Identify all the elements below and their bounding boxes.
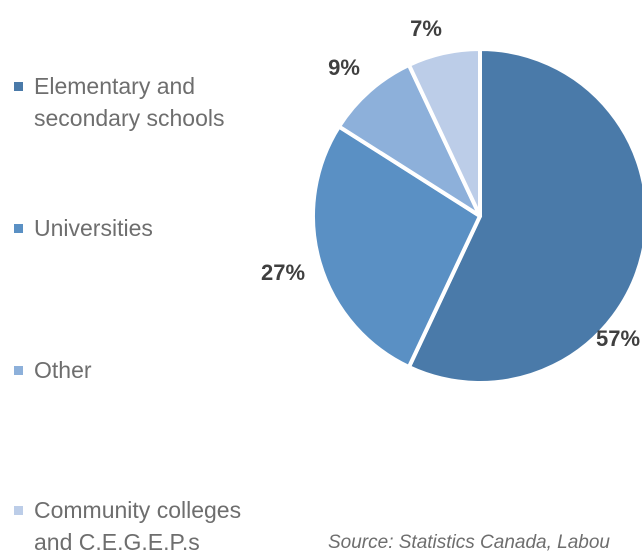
pie-slice-community-colleges xyxy=(406,47,482,218)
pie-data-labels: 57% 27% 9% 7% xyxy=(261,16,640,351)
legend-label: Elementary and secondary schools xyxy=(34,73,225,131)
legend-swatch xyxy=(14,82,23,91)
legend-label: Universities xyxy=(34,215,153,241)
legend-label: Community colleges and C.E.G.E.P.s xyxy=(34,497,242,555)
data-label-community-colleges: 7% xyxy=(410,16,442,41)
data-label-universities: 27% xyxy=(261,260,305,285)
pie-slice-universities xyxy=(311,124,482,370)
legend-swatch xyxy=(14,366,23,375)
pie-slice-elementary-secondary xyxy=(406,47,642,385)
legend-swatch xyxy=(14,506,23,515)
pie-slices xyxy=(311,47,642,385)
legend-swatch xyxy=(14,224,23,233)
legend-label: Other xyxy=(34,357,92,383)
legend-item-universities: Universities xyxy=(14,212,294,244)
data-label-other: 9% xyxy=(328,55,360,80)
source-note: Source: Statistics Canada, Labou xyxy=(328,532,611,553)
data-label-elementary-secondary: 57% xyxy=(596,326,640,351)
legend-item-community-colleges: Community colleges and C.E.G.E.P.s xyxy=(14,494,294,558)
legend-item-other: Other xyxy=(14,354,294,386)
legend-item-elementary-secondary: Elementary and secondary schools xyxy=(14,70,294,134)
